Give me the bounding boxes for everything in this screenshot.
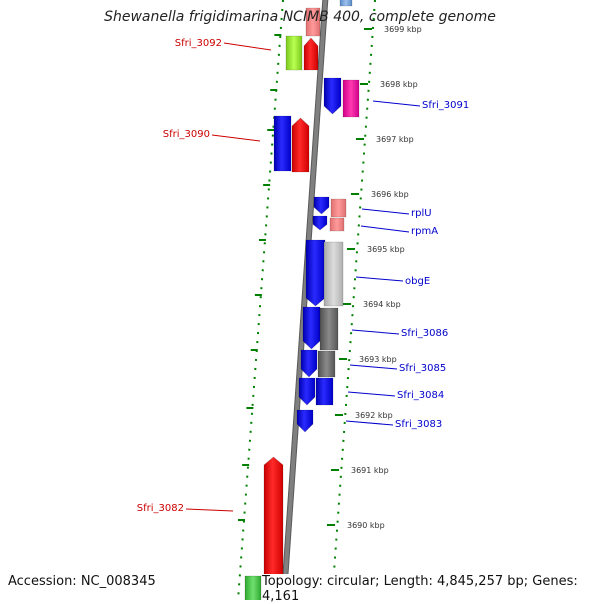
backbone [280,0,329,604]
sfri-3084-label[interactable]: Sfri_3084 [397,390,444,401]
sfri-3082-leader-line [185,508,234,512]
rplu-feature [313,196,330,215]
backbone-line [281,0,328,604]
gene-labels: Sfri_3092 Sfri_3091 Sfri_3090 rplU rpmA obgE S… [137,38,469,514]
gene-label-lines [185,42,421,512]
sfri-3083-label[interactable]: Sfri_3083 [395,419,442,430]
rpma-feature [312,215,328,231]
sfri-3092-label[interactable]: Sfri_3092 [175,38,222,49]
sfri-3085-cog-feature [317,350,336,378]
tick-label: 3695 kbp [367,245,405,254]
obge-feature [305,239,326,307]
sfri-3092-feature [303,37,319,71]
bottom-green-feature [244,575,262,604]
tick-labels: 3690 kbp 3691 kbp 3692 kbp 3693 kbp 3694 kbp… [347,25,422,530]
sfri-3086-label[interactable]: Sfri_3086 [401,328,448,339]
tick-label: 3696 kbp [371,190,409,199]
sfri-3083-leader-line [345,420,394,426]
sfri-3085-leader-line [349,364,398,370]
top-pink-feature [305,7,321,37]
inner-ruler-ring [331,0,376,601]
sfri-3092-green-feature [285,35,303,71]
rplu-label[interactable]: rplU [411,208,432,219]
tick-label: 3694 kbp [363,300,401,309]
sfri-3083-feature [296,409,314,433]
obge-leader-line [355,276,404,282]
sfri-3084-feature [298,377,316,406]
sfri-3091-label[interactable]: Sfri_3091 [422,100,469,111]
tick-label: 3692 kbp [355,411,393,420]
sfri-3084-cog-feature [315,377,334,406]
ruler-rings [237,0,376,601]
sfri-3090-leader-line [211,134,261,142]
sfri-3085-label[interactable]: Sfri_3085 [399,363,446,374]
sfri-3086-feature [302,306,321,350]
tick-label: 3693 kbp [359,355,397,364]
sfri-3090-feature [291,117,310,173]
top-blue-feature [339,0,353,7]
sfri-3090-label[interactable]: Sfri_3090 [163,129,210,140]
map-title: Shewanella frigidimarina NCIMB 400, comp… [104,9,496,25]
sfri-3086-cog-feature [319,307,339,351]
sfri-3092-leader-line [223,42,272,51]
sfri-3086-leader-line [351,329,400,335]
outer-ruler-ring [237,0,284,601]
sfri-3091-feature [323,77,342,115]
sfri-3091-leader-line [372,100,421,107]
rpma-leader-line [360,225,410,233]
obge-cog-feature [323,241,344,307]
sfri-3082-label[interactable]: Sfri_3082 [137,503,184,514]
rpma-label[interactable]: rpmA [411,226,438,237]
tick-label: 3691 kbp [351,466,389,475]
tick-label: 3690 kbp [347,521,385,530]
tick-label: 3697 kbp [376,135,414,144]
sfri-3084-leader-line [347,391,396,397]
rplu-cog-feature [330,198,347,218]
rpma-cog-feature [329,217,345,232]
sfri-3091-cog-feature [342,79,360,118]
rplu-leader-line [361,208,410,215]
obge-label[interactable]: obgE [405,276,430,287]
sfri-3085-feature [300,349,318,378]
tick-label: 3699 kbp [384,25,422,34]
accession-text: Accession: NC_008345 [8,574,156,589]
tick-label: 3698 kbp [380,80,418,89]
sfri-3090-cog-feature [273,115,292,172]
